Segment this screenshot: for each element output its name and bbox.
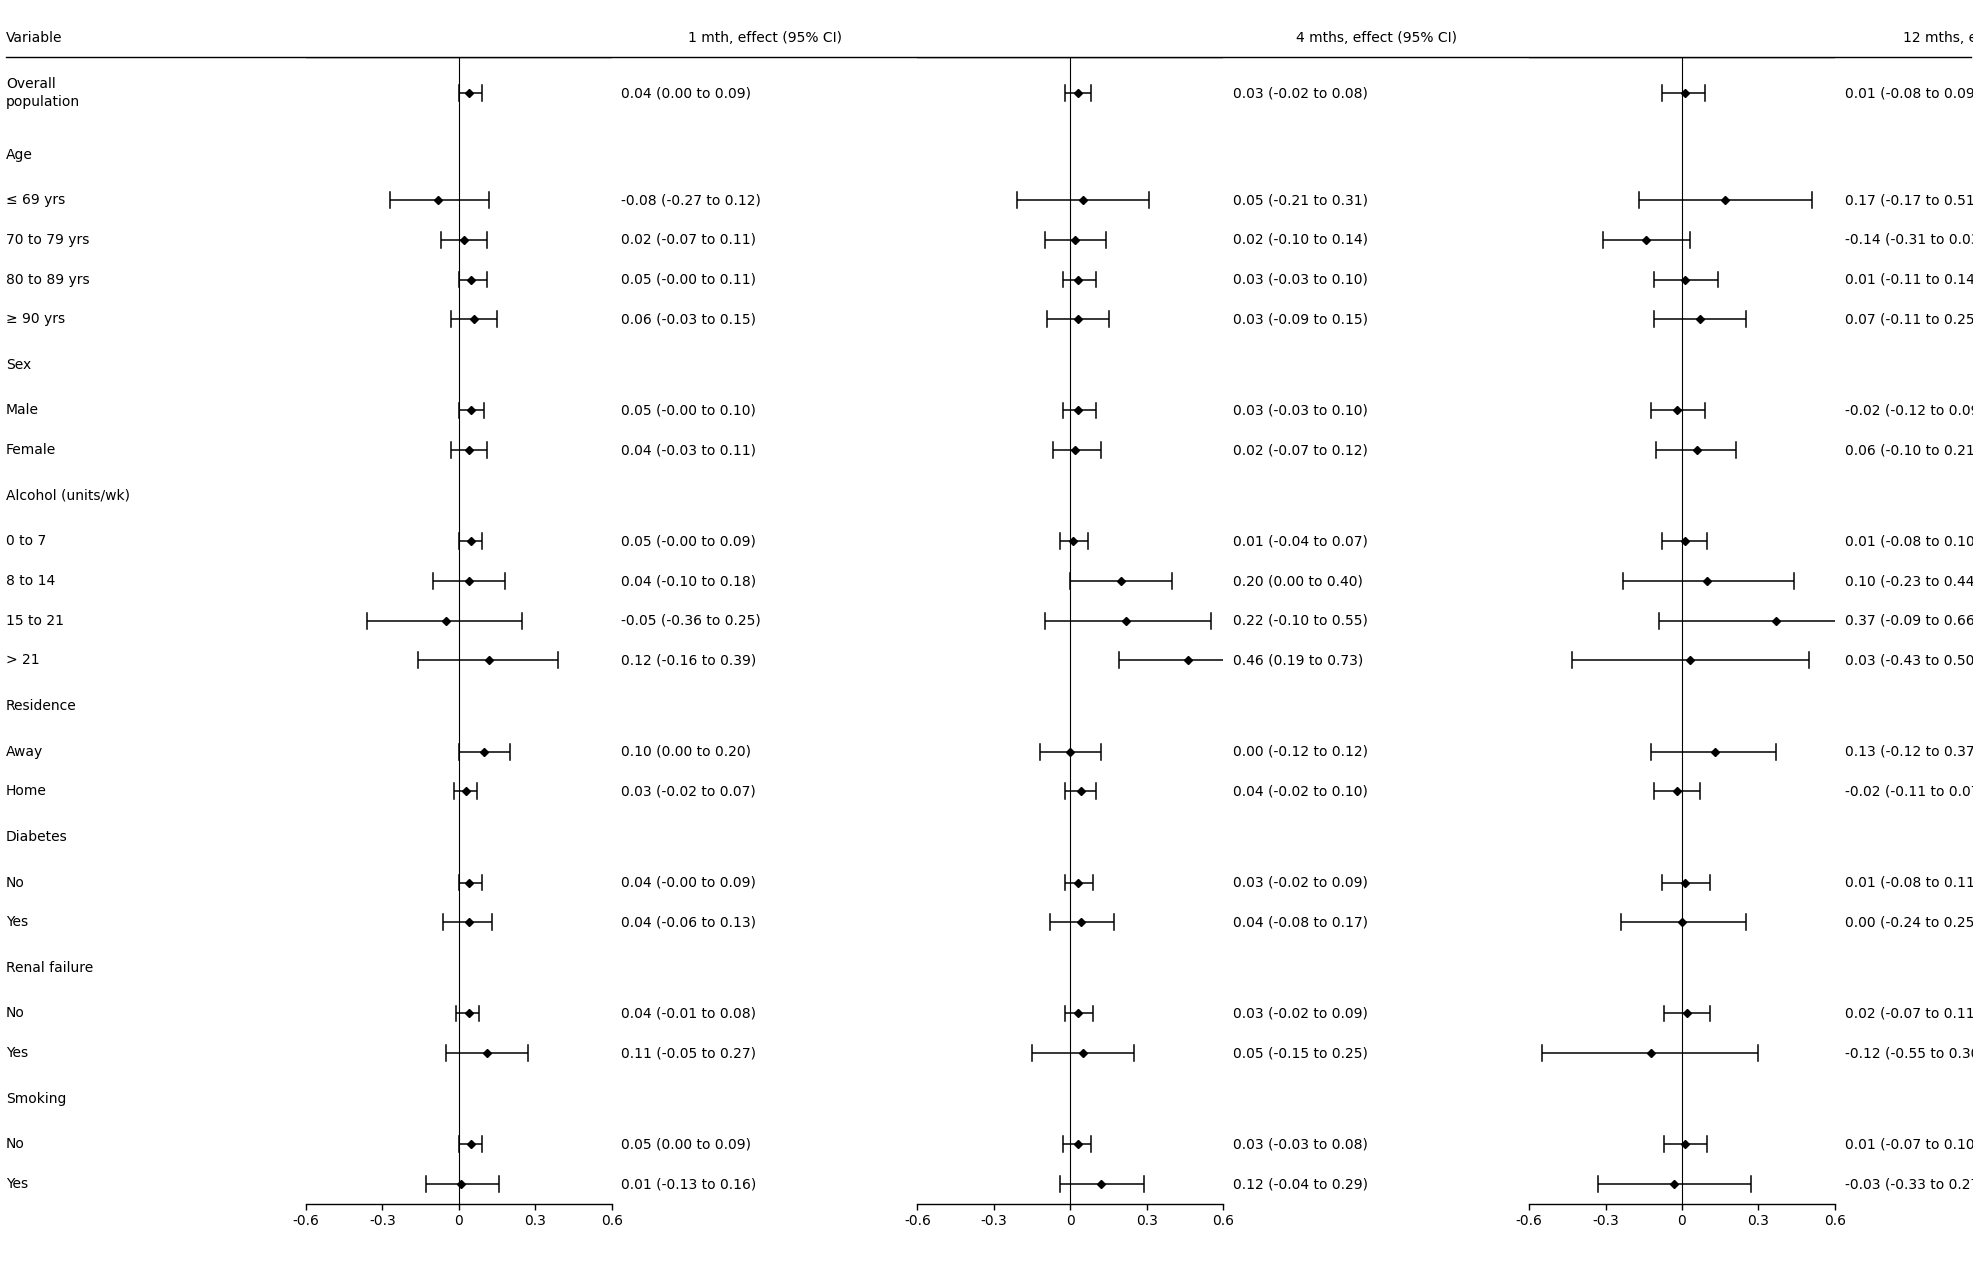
- Text: 0.03 (-0.03 to 0.10): 0.03 (-0.03 to 0.10): [1233, 404, 1367, 418]
- Text: 0.07 (-0.11 to 0.25): 0.07 (-0.11 to 0.25): [1845, 312, 1973, 326]
- Text: 0.00 (-0.12 to 0.12): 0.00 (-0.12 to 0.12): [1233, 744, 1367, 758]
- Text: 0.03 (-0.02 to 0.09): 0.03 (-0.02 to 0.09): [1233, 875, 1367, 889]
- Text: 0.01 (-0.11 to 0.14): 0.01 (-0.11 to 0.14): [1845, 273, 1973, 287]
- Text: Male: Male: [6, 404, 39, 418]
- Text: 0.03 (-0.02 to 0.08): 0.03 (-0.02 to 0.08): [1233, 87, 1367, 101]
- Text: 0.02 (-0.07 to 0.11): 0.02 (-0.07 to 0.11): [1845, 1006, 1973, 1020]
- Text: 0.03 (-0.02 to 0.07): 0.03 (-0.02 to 0.07): [621, 785, 756, 799]
- Text: Sex: Sex: [6, 358, 32, 372]
- Text: Variable: Variable: [6, 31, 63, 45]
- Text: 0.04 (-0.00 to 0.09): 0.04 (-0.00 to 0.09): [621, 875, 756, 889]
- Text: 0.11 (-0.05 to 0.27): 0.11 (-0.05 to 0.27): [621, 1046, 756, 1060]
- Text: 0.03 (-0.09 to 0.15): 0.03 (-0.09 to 0.15): [1233, 312, 1367, 326]
- Text: 0.13 (-0.12 to 0.37): 0.13 (-0.12 to 0.37): [1845, 744, 1973, 758]
- Text: 0.17 (-0.17 to 0.51): 0.17 (-0.17 to 0.51): [1845, 194, 1973, 208]
- Text: 0.06 (-0.10 to 0.21): 0.06 (-0.10 to 0.21): [1845, 443, 1973, 457]
- Text: 0.04 (0.00 to 0.09): 0.04 (0.00 to 0.09): [621, 87, 752, 101]
- Text: Home: Home: [6, 785, 47, 799]
- Text: 0.01 (-0.08 to 0.10): 0.01 (-0.08 to 0.10): [1845, 534, 1973, 548]
- Text: Yes: Yes: [6, 1046, 28, 1060]
- Text: 0.04 (-0.08 to 0.17): 0.04 (-0.08 to 0.17): [1233, 915, 1367, 929]
- Text: 0.12 (-0.16 to 0.39): 0.12 (-0.16 to 0.39): [621, 654, 758, 668]
- Text: 0.10 (-0.23 to 0.44): 0.10 (-0.23 to 0.44): [1845, 575, 1973, 589]
- Text: -0.05 (-0.36 to 0.25): -0.05 (-0.36 to 0.25): [621, 614, 762, 628]
- Text: 1 mth, effect (95% CI): 1 mth, effect (95% CI): [687, 31, 842, 45]
- Text: Renal failure: Renal failure: [6, 961, 93, 975]
- Text: 0.01 (-0.13 to 0.16): 0.01 (-0.13 to 0.16): [621, 1177, 758, 1191]
- Text: -0.03 (-0.33 to 0.27): -0.03 (-0.33 to 0.27): [1845, 1177, 1973, 1191]
- Text: 0.03 (-0.03 to 0.08): 0.03 (-0.03 to 0.08): [1233, 1138, 1367, 1152]
- Text: No: No: [6, 1006, 26, 1020]
- Text: -0.02 (-0.11 to 0.07): -0.02 (-0.11 to 0.07): [1845, 785, 1973, 799]
- Text: 0.01 (-0.08 to 0.09): 0.01 (-0.08 to 0.09): [1845, 87, 1973, 101]
- Text: 0.03 (-0.02 to 0.09): 0.03 (-0.02 to 0.09): [1233, 1006, 1367, 1020]
- Text: 0.37 (-0.09 to 0.66): 0.37 (-0.09 to 0.66): [1845, 614, 1973, 628]
- Text: 0.05 (-0.00 to 0.11): 0.05 (-0.00 to 0.11): [621, 273, 756, 287]
- Text: No: No: [6, 875, 26, 889]
- Text: 0.04 (-0.01 to 0.08): 0.04 (-0.01 to 0.08): [621, 1006, 756, 1020]
- Text: -0.08 (-0.27 to 0.12): -0.08 (-0.27 to 0.12): [621, 194, 762, 208]
- Text: 0.02 (-0.10 to 0.14): 0.02 (-0.10 to 0.14): [1233, 233, 1367, 247]
- Text: 0.03 (-0.43 to 0.50): 0.03 (-0.43 to 0.50): [1845, 654, 1973, 668]
- Text: 0 to 7: 0 to 7: [6, 534, 45, 548]
- Text: 0.04 (-0.02 to 0.10): 0.04 (-0.02 to 0.10): [1233, 785, 1367, 799]
- Text: 0.04 (-0.06 to 0.13): 0.04 (-0.06 to 0.13): [621, 915, 756, 929]
- Text: 0.22 (-0.10 to 0.55): 0.22 (-0.10 to 0.55): [1233, 614, 1367, 628]
- Text: 0.01 (-0.08 to 0.11): 0.01 (-0.08 to 0.11): [1845, 875, 1973, 889]
- Text: 0.46 (0.19 to 0.73): 0.46 (0.19 to 0.73): [1233, 654, 1363, 668]
- Text: 0.12 (-0.04 to 0.29): 0.12 (-0.04 to 0.29): [1233, 1177, 1367, 1191]
- Text: 70 to 79 yrs: 70 to 79 yrs: [6, 233, 89, 247]
- Text: -0.12 (-0.55 to 0.30): -0.12 (-0.55 to 0.30): [1845, 1046, 1973, 1060]
- Text: Age: Age: [6, 148, 34, 162]
- Text: 0.05 (-0.21 to 0.31): 0.05 (-0.21 to 0.31): [1233, 194, 1367, 208]
- Text: Alcohol (units/wk): Alcohol (units/wk): [6, 489, 130, 503]
- Text: 0.20 (0.00 to 0.40): 0.20 (0.00 to 0.40): [1233, 575, 1363, 589]
- Text: Smoking: Smoking: [6, 1092, 67, 1106]
- Text: 0.10 (0.00 to 0.20): 0.10 (0.00 to 0.20): [621, 744, 752, 758]
- Text: Diabetes: Diabetes: [6, 829, 67, 843]
- Text: -0.14 (-0.31 to 0.03): -0.14 (-0.31 to 0.03): [1845, 233, 1973, 247]
- Text: 0.01 (-0.04 to 0.07): 0.01 (-0.04 to 0.07): [1233, 534, 1367, 548]
- Text: Away: Away: [6, 744, 43, 758]
- Text: 0.01 (-0.07 to 0.10): 0.01 (-0.07 to 0.10): [1845, 1138, 1973, 1152]
- Text: 12 mths, effect (95% CI): 12 mths, effect (95% CI): [1902, 31, 1973, 45]
- Text: 0.04 (-0.03 to 0.11): 0.04 (-0.03 to 0.11): [621, 443, 756, 457]
- Text: Female: Female: [6, 443, 55, 457]
- Text: Yes: Yes: [6, 1177, 28, 1191]
- Text: 0.06 (-0.03 to 0.15): 0.06 (-0.03 to 0.15): [621, 312, 756, 326]
- Text: Overall
population: Overall population: [6, 76, 81, 110]
- Text: -0.02 (-0.12 to 0.09): -0.02 (-0.12 to 0.09): [1845, 404, 1973, 418]
- Text: 4 mths, effect (95% CI): 4 mths, effect (95% CI): [1296, 31, 1456, 45]
- Text: 0.04 (-0.10 to 0.18): 0.04 (-0.10 to 0.18): [621, 575, 756, 589]
- Text: 0.05 (-0.00 to 0.10): 0.05 (-0.00 to 0.10): [621, 404, 756, 418]
- Text: Yes: Yes: [6, 915, 28, 929]
- Text: 0.00 (-0.24 to 0.25): 0.00 (-0.24 to 0.25): [1845, 915, 1973, 929]
- Text: 0.02 (-0.07 to 0.11): 0.02 (-0.07 to 0.11): [621, 233, 756, 247]
- Text: 8 to 14: 8 to 14: [6, 575, 55, 589]
- Text: 0.05 (0.00 to 0.09): 0.05 (0.00 to 0.09): [621, 1138, 752, 1152]
- Text: Residence: Residence: [6, 699, 77, 713]
- Text: 15 to 21: 15 to 21: [6, 614, 63, 628]
- Text: 0.05 (-0.15 to 0.25): 0.05 (-0.15 to 0.25): [1233, 1046, 1367, 1060]
- Text: 0.02 (-0.07 to 0.12): 0.02 (-0.07 to 0.12): [1233, 443, 1367, 457]
- Text: 0.03 (-0.03 to 0.10): 0.03 (-0.03 to 0.10): [1233, 273, 1367, 287]
- Text: 80 to 89 yrs: 80 to 89 yrs: [6, 273, 89, 287]
- Text: ≥ 90 yrs: ≥ 90 yrs: [6, 312, 65, 326]
- Text: > 21: > 21: [6, 654, 39, 668]
- Text: No: No: [6, 1138, 26, 1152]
- Text: 0.05 (-0.00 to 0.09): 0.05 (-0.00 to 0.09): [621, 534, 756, 548]
- Text: ≤ 69 yrs: ≤ 69 yrs: [6, 194, 65, 208]
